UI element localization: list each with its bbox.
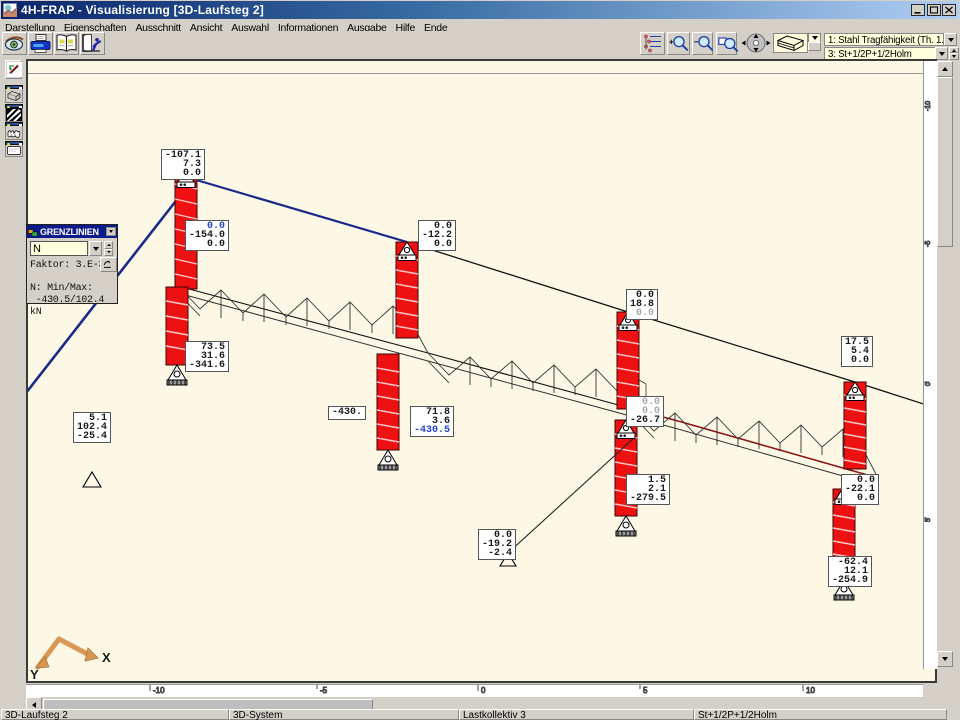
svg-text:Y: Y <box>30 667 39 682</box>
svg-text:5: 5 <box>643 686 648 695</box>
svg-text:5: 5 <box>925 518 932 522</box>
svg-text:-5: -5 <box>320 686 328 695</box>
svg-text:+: + <box>669 37 674 46</box>
svg-text:0: 0 <box>925 382 932 386</box>
svg-text:-5: -5 <box>925 241 932 247</box>
svg-text:10: 10 <box>806 686 815 695</box>
svg-text:0: 0 <box>481 686 486 695</box>
svg-text:-10: -10 <box>925 101 932 111</box>
svg-text:-10: -10 <box>153 686 165 695</box>
svg-text:−: − <box>694 37 699 46</box>
svg-text:X: X <box>102 650 111 665</box>
